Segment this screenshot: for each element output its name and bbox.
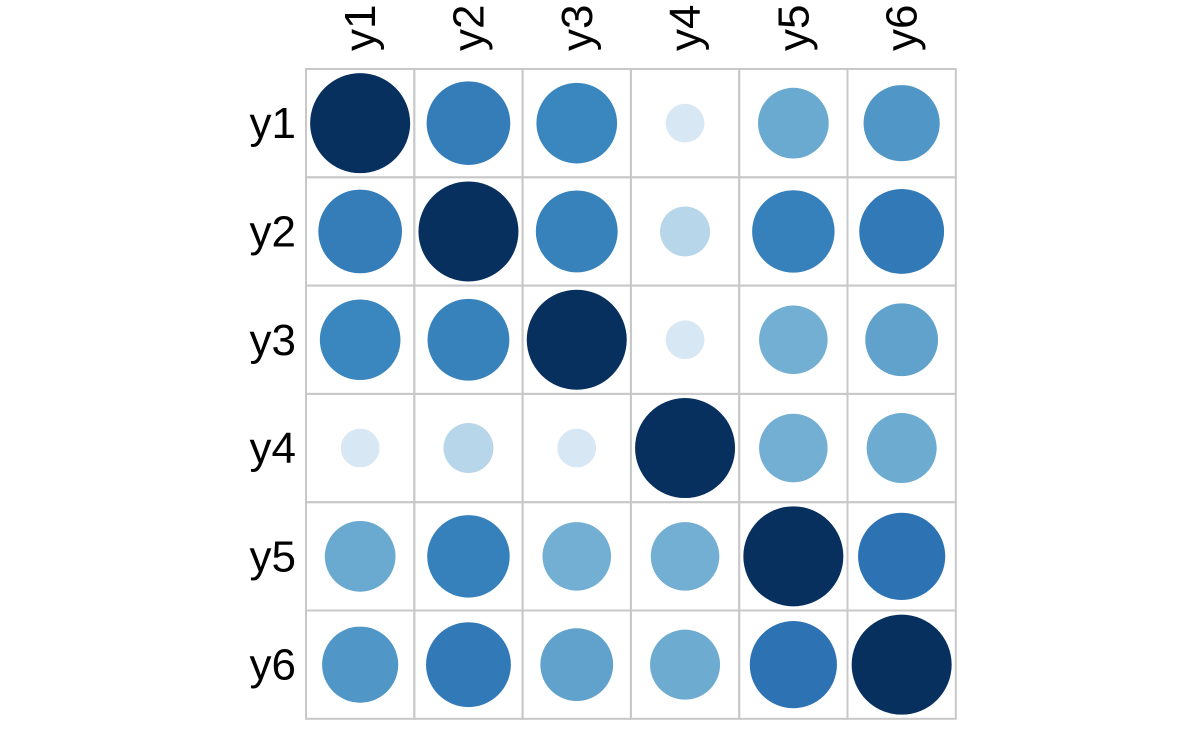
corr-circle-y5-y3 xyxy=(542,522,612,591)
col-label-y4: y4 xyxy=(661,5,710,51)
corr-circle-y3-y1 xyxy=(319,299,401,381)
corr-circle-y1-y4 xyxy=(665,103,705,143)
corr-circle-y6-y5 xyxy=(749,621,837,709)
row-label-y6: y6 xyxy=(250,641,296,690)
axis-labels: y1 y2 y3 y4 y5 y6 y1 y2 y3 y4 y5 y6 xyxy=(250,5,927,690)
corr-circle-y1-y1 xyxy=(310,73,411,174)
corr-circle-y4-y1 xyxy=(340,428,380,468)
row-label-y2: y2 xyxy=(250,207,296,256)
col-label-y3: y3 xyxy=(553,5,602,51)
corr-circle-y5-y4 xyxy=(650,522,720,591)
corr-circle-y6-y2 xyxy=(426,622,511,708)
circles xyxy=(310,73,952,715)
corr-circle-y2-y4 xyxy=(660,206,711,257)
row-label-y3: y3 xyxy=(250,316,296,365)
corr-circle-y6-y6 xyxy=(851,614,952,715)
corr-circle-y3-y5 xyxy=(759,305,828,375)
corr-circle-y4-y5 xyxy=(759,413,828,483)
corr-circle-y2-y3 xyxy=(535,190,618,273)
corr-circle-y3-y3 xyxy=(526,289,627,390)
row-label-y5: y5 xyxy=(250,532,296,581)
corr-circle-y4-y6 xyxy=(866,413,937,484)
corr-circle-y1-y3 xyxy=(536,82,618,164)
corr-circle-y2-y5 xyxy=(752,190,835,273)
col-label-y1: y1 xyxy=(336,5,385,51)
corr-circle-y3-y6 xyxy=(865,303,939,377)
corr-circle-y1-y5 xyxy=(757,87,829,159)
col-label-y5: y5 xyxy=(769,5,818,51)
corr-circle-y1-y2 xyxy=(426,81,511,165)
corr-circle-y3-y2 xyxy=(427,298,510,381)
corr-circle-y5-y2 xyxy=(427,515,510,598)
grid xyxy=(305,68,957,720)
corr-circle-y3-y4 xyxy=(665,320,705,360)
corr-circle-y4-y3 xyxy=(557,428,597,468)
grid-cell xyxy=(846,609,957,720)
corr-circle-y4-y4 xyxy=(635,398,736,499)
corr-circle-y2-y6 xyxy=(859,189,945,274)
row-label-y1: y1 xyxy=(250,99,296,148)
row-label-y4: y4 xyxy=(250,424,296,473)
corr-circle-y6-y3 xyxy=(540,628,614,702)
corr-circle-y4-y2 xyxy=(443,423,494,474)
corr-circle-y1-y6 xyxy=(863,85,940,162)
corr-circle-y2-y2 xyxy=(418,181,519,282)
corr-circle-y2-y1 xyxy=(318,189,402,274)
corr-circle-y5-y6 xyxy=(858,512,946,600)
corr-circle-y5-y5 xyxy=(743,506,844,607)
col-label-y6: y6 xyxy=(878,5,927,51)
col-label-y2: y2 xyxy=(444,5,493,51)
corr-circle-y5-y1 xyxy=(324,520,396,592)
corr-circle-y6-y4 xyxy=(650,629,721,700)
corr-circle-y6-y1 xyxy=(322,626,399,703)
